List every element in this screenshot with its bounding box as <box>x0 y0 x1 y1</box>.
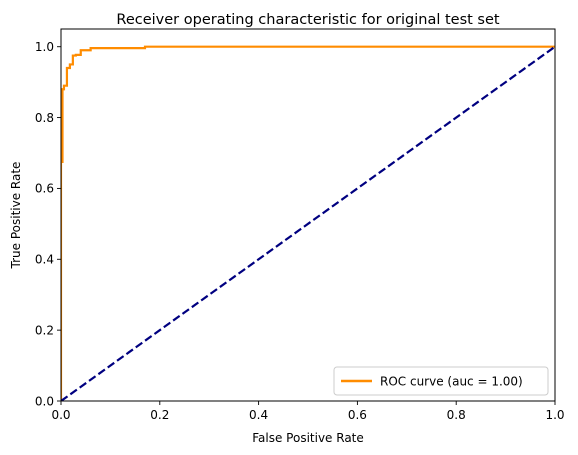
x-tick-label: 0.2 <box>150 408 169 422</box>
x-axis-label: False Positive Rate <box>252 431 364 445</box>
x-tick-label: 0.0 <box>51 408 70 422</box>
y-tick-label: 0.4 <box>35 253 54 267</box>
chart-title: Receiver operating characteristic for or… <box>116 12 499 28</box>
y-tick-label: 0.6 <box>35 182 54 196</box>
legend-entry-roc-curve: ROC curve (auc = 1.00) <box>380 375 523 389</box>
y-axis-label: True Positive Rate <box>9 162 23 270</box>
legend: ROC curve (auc = 1.00) <box>333 366 549 396</box>
x-tick-label: 0.6 <box>348 408 367 422</box>
x-axis: 0.0 0.2 0.4 0.6 0.8 1.0 <box>51 401 565 422</box>
y-tick-label: 0.2 <box>35 323 54 337</box>
plot-area <box>61 45 555 401</box>
plot-frame <box>60 28 556 402</box>
series-line-roc-curve <box>61 45 555 401</box>
series-line-chance-diagonal <box>61 45 555 401</box>
x-tick-label: 1.0 <box>545 408 564 422</box>
y-tick-label: 0.0 <box>35 394 54 408</box>
y-tick-label: 1.0 <box>35 40 54 54</box>
y-tick-label: 0.8 <box>35 111 54 125</box>
y-axis: 0.0 0.2 0.4 0.6 0.8 1.0 <box>35 40 61 408</box>
legend-box <box>333 366 549 396</box>
x-tick-label: 0.4 <box>249 408 268 422</box>
x-tick-label: 0.8 <box>447 408 466 422</box>
